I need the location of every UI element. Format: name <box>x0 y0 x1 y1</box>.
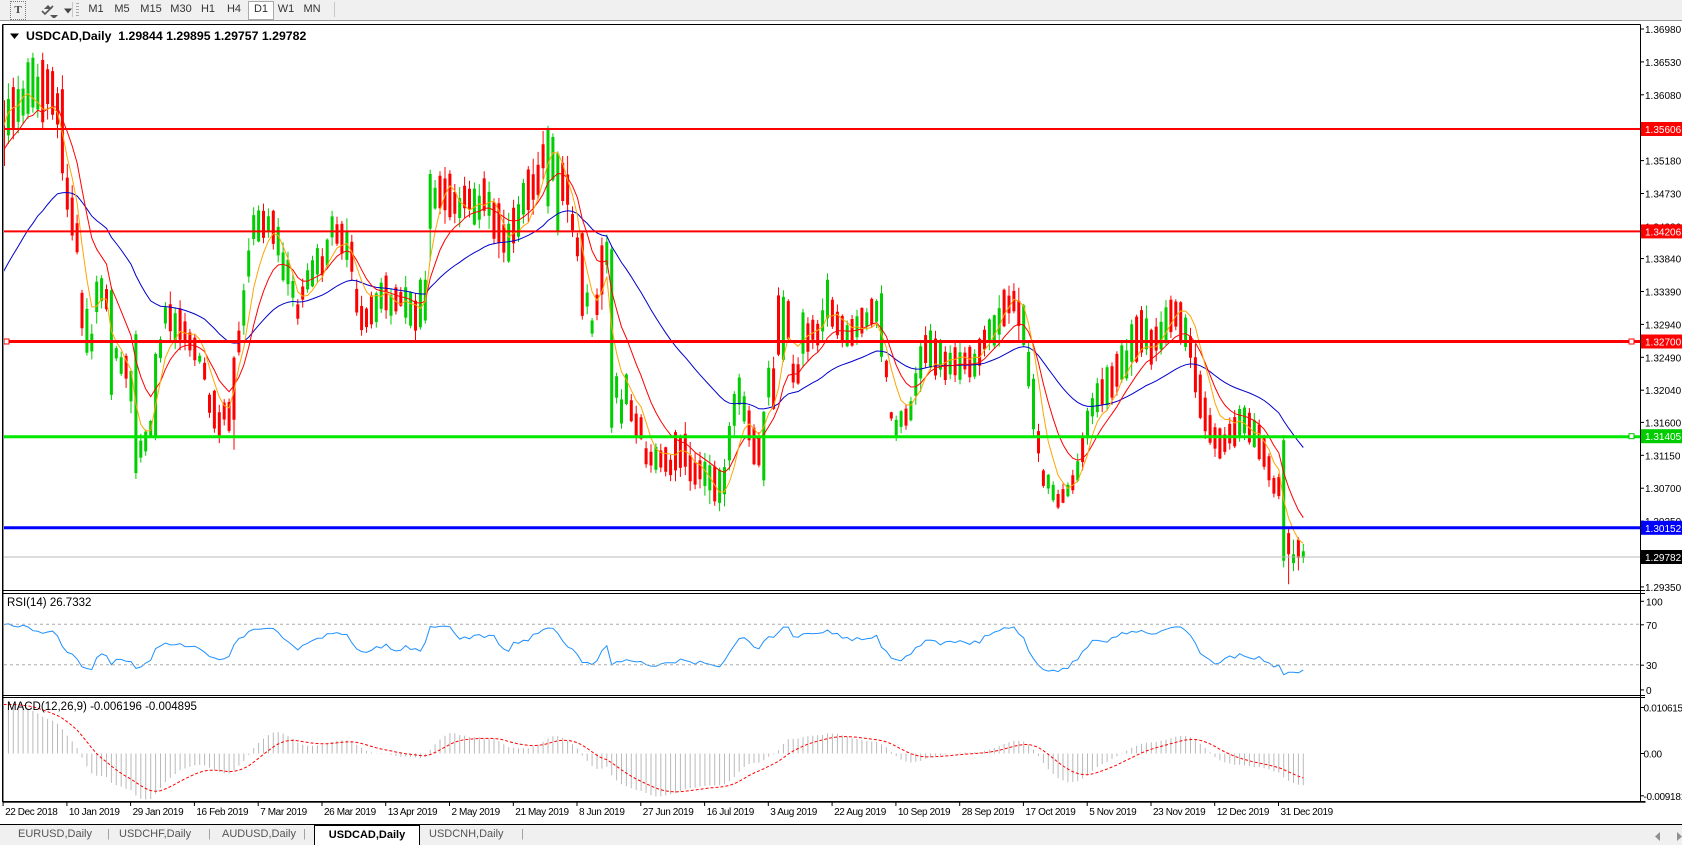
svg-text:100: 100 <box>1646 597 1663 608</box>
svg-text:RSI(14) 26.7332: RSI(14) 26.7332 <box>7 597 91 609</box>
svg-text:1.29350: 1.29350 <box>1645 583 1682 594</box>
svg-text:1.34206: 1.34206 <box>1645 227 1682 238</box>
svg-text:23 Nov 2019: 23 Nov 2019 <box>1153 807 1206 818</box>
svg-text:28 Sep 2019: 28 Sep 2019 <box>962 807 1015 818</box>
svg-text:30: 30 <box>1646 661 1658 672</box>
svg-text:22 Dec 2018: 22 Dec 2018 <box>5 807 58 818</box>
svg-text:MACD(12,26,9) -0.006196 -0.004: MACD(12,26,9) -0.006196 -0.004895 <box>7 701 197 713</box>
svg-text:10 Jan 2019: 10 Jan 2019 <box>69 807 120 818</box>
svg-text:USDCAD,Daily 1.29844 1.29895: USDCAD,Daily 1.29844 1.29895 1.29757 1.2… <box>26 29 306 43</box>
svg-text:1.32940: 1.32940 <box>1645 320 1682 331</box>
svg-text:12 Dec 2019: 12 Dec 2019 <box>1217 807 1270 818</box>
svg-text:1.31405: 1.31405 <box>1645 432 1682 443</box>
svg-text:16 Jul 2019: 16 Jul 2019 <box>707 807 755 818</box>
svg-text:1.35180: 1.35180 <box>1645 157 1682 168</box>
svg-text:0.010615: 0.010615 <box>1644 704 1682 715</box>
svg-text:3 Aug 2019: 3 Aug 2019 <box>770 807 817 818</box>
svg-text:1.32700: 1.32700 <box>1645 338 1682 349</box>
svg-text:16 Feb 2019: 16 Feb 2019 <box>196 807 249 818</box>
svg-text:10 Sep 2019: 10 Sep 2019 <box>898 807 951 818</box>
svg-text:1.30152: 1.30152 <box>1645 524 1682 535</box>
svg-text:21 May 2019: 21 May 2019 <box>515 807 569 818</box>
svg-text:-0.009181: -0.009181 <box>1644 792 1682 803</box>
svg-text:1.33840: 1.33840 <box>1645 255 1682 266</box>
svg-text:27 Jun 2019: 27 Jun 2019 <box>643 807 694 818</box>
svg-text:1.35606: 1.35606 <box>1645 125 1682 136</box>
svg-text:26 Mar 2019: 26 Mar 2019 <box>324 807 377 818</box>
svg-text:17 Oct 2019: 17 Oct 2019 <box>1025 807 1076 818</box>
svg-text:70: 70 <box>1646 621 1658 632</box>
svg-text:31 Dec 2019: 31 Dec 2019 <box>1281 807 1334 818</box>
svg-text:0.00: 0.00 <box>1644 750 1663 761</box>
svg-text:1.31150: 1.31150 <box>1645 451 1681 462</box>
svg-text:1.32040: 1.32040 <box>1645 386 1682 397</box>
svg-text:7 Mar 2019: 7 Mar 2019 <box>260 807 307 818</box>
svg-text:1.33390: 1.33390 <box>1645 288 1682 299</box>
svg-text:1.31600: 1.31600 <box>1645 418 1682 429</box>
svg-text:1.36530: 1.36530 <box>1645 58 1682 69</box>
svg-text:13 Apr 2019: 13 Apr 2019 <box>388 807 438 818</box>
svg-text:22 Aug 2019: 22 Aug 2019 <box>834 807 887 818</box>
svg-text:0: 0 <box>1646 686 1652 697</box>
svg-text:1.32490: 1.32490 <box>1645 353 1682 364</box>
svg-text:1.34730: 1.34730 <box>1645 190 1682 201</box>
svg-text:5 Nov 2019: 5 Nov 2019 <box>1089 807 1137 818</box>
svg-text:8 Jun 2019: 8 Jun 2019 <box>579 807 625 818</box>
svg-text:1.36080: 1.36080 <box>1645 91 1682 102</box>
svg-text:29 Jan 2019: 29 Jan 2019 <box>133 807 184 818</box>
svg-text:1.29782: 1.29782 <box>1645 553 1682 564</box>
svg-text:2 May 2019: 2 May 2019 <box>452 807 501 818</box>
svg-text:1.30700: 1.30700 <box>1645 484 1682 495</box>
svg-text:1.36980: 1.36980 <box>1645 25 1682 36</box>
